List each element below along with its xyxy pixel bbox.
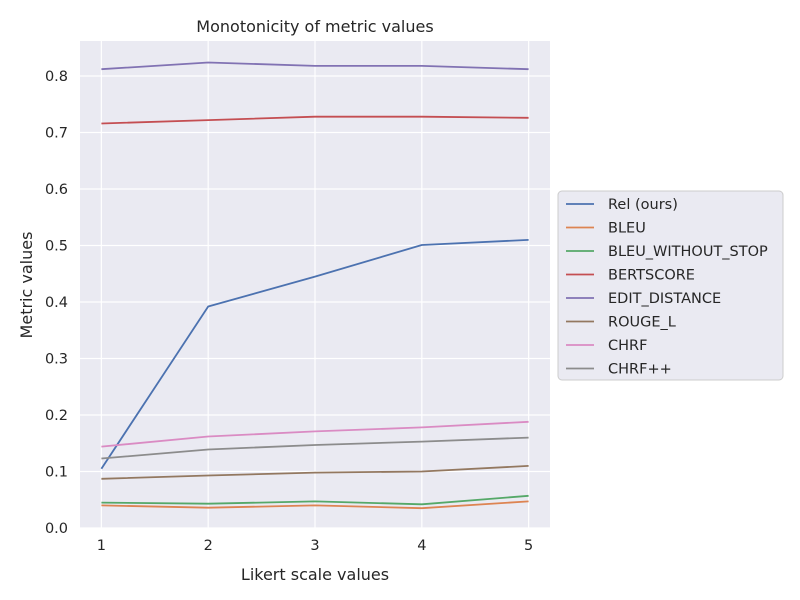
x-tick-label: 5	[524, 538, 533, 554]
legend-label: Rel (ours)	[608, 197, 678, 213]
y-tick-label: 0.8	[45, 69, 68, 85]
y-tick-label: 0.3	[45, 352, 68, 368]
legend-label: BLEU	[608, 221, 646, 237]
x-tick-label: 2	[204, 538, 213, 554]
legend-label: EDIT_DISTANCE	[608, 291, 721, 307]
legend-label: CHRF	[608, 338, 647, 354]
gridlines	[80, 41, 550, 529]
series-line-1	[101, 500, 529, 510]
x-axis-label: Likert scale values	[241, 565, 389, 584]
y-tick-label: 0.2	[45, 408, 68, 424]
chart-title: Monotonicity of metric values	[196, 17, 433, 36]
series-line-4	[101, 61, 529, 71]
x-tick-label: 3	[310, 538, 319, 554]
y-axis-label: Metric values	[17, 232, 36, 339]
legend: Rel (ours) BLEU BLEU_WITHOUT_STOP BERTSCORE…	[557, 190, 784, 381]
series-line-3	[101, 115, 529, 125]
y-tick-label: 0.0	[45, 521, 68, 537]
y-tick-label: 0.7	[45, 126, 68, 142]
series-line-5	[101, 465, 529, 480]
y-tick-labels: 0.0 0.1 0.2 0.3 0.4 0.5 0.6 0.7 0.8	[45, 69, 68, 537]
y-tick-label: 0.5	[45, 239, 68, 255]
legend-label: CHRF++	[608, 362, 672, 378]
legend-label: ROUGE_L	[608, 315, 676, 331]
y-tick-label: 0.6	[45, 182, 68, 198]
series-line-7	[101, 436, 529, 460]
x-tick-labels: 1 2 3 4 5	[97, 538, 534, 554]
series-line-6	[101, 420, 529, 448]
series-line-2	[101, 494, 529, 506]
x-tick-label: 1	[97, 538, 106, 554]
y-tick-label: 0.1	[45, 465, 68, 481]
y-tick-label: 0.4	[45, 295, 68, 311]
legend-label: BERTSCORE	[608, 268, 695, 284]
legend-label: BLEU_WITHOUT_STOP	[608, 244, 768, 260]
legend-box	[557, 190, 784, 381]
series-lines	[100, 61, 529, 510]
x-tick-label: 4	[417, 538, 426, 554]
series-line-0	[100, 239, 529, 470]
